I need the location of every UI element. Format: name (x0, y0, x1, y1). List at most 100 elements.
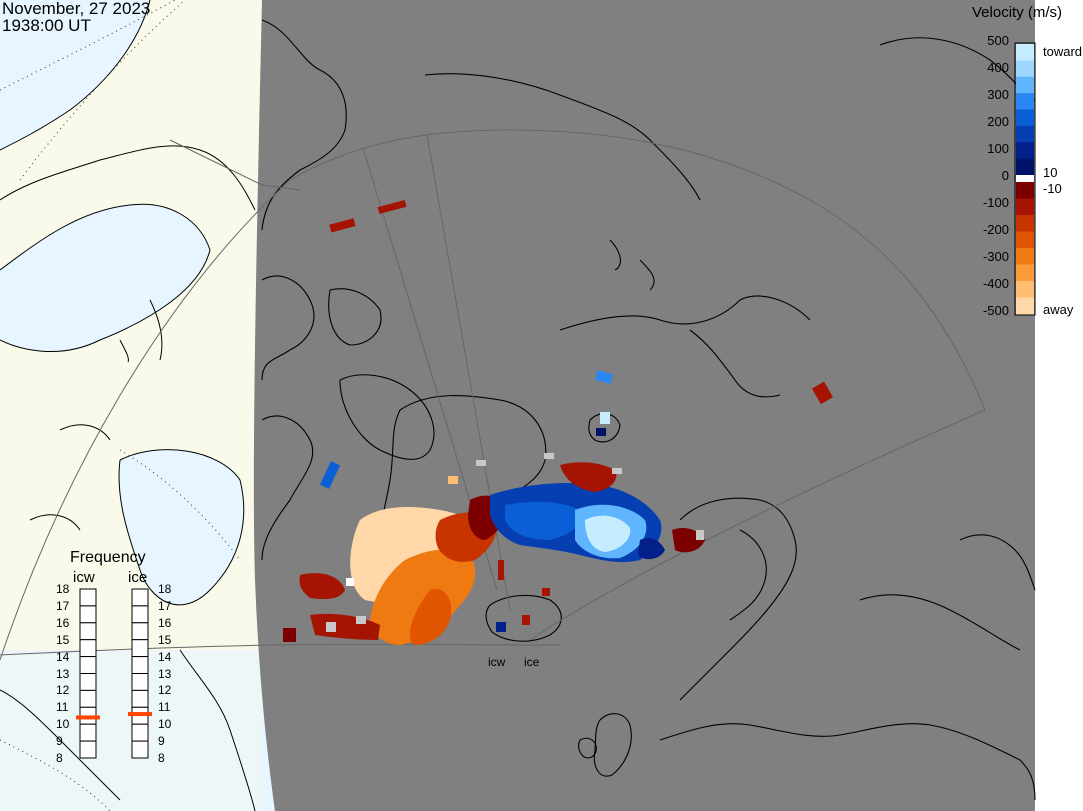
frequency-title: Frequency (70, 549, 146, 566)
frequency-scale-label: 14 (158, 649, 172, 664)
colorbar-away-segment (1016, 281, 1034, 298)
frequency-scale-box (79, 689, 97, 708)
frequency-scale-label: 11 (158, 700, 171, 715)
ground-scatter-cell (356, 616, 366, 624)
colorbar-toward-segment (1016, 93, 1034, 110)
right-margin (1035, 0, 1083, 811)
velocity-cell (319, 461, 341, 489)
ground-scatter-cell (326, 622, 336, 632)
frequency-scale-icw (79, 588, 97, 759)
colorbar-toward-segment (1016, 60, 1034, 78)
velocity-scale-title: Velocity (m/s) (972, 4, 1063, 21)
radar-label-ice: ice (524, 655, 540, 669)
time-label: 1938:00 UT (2, 16, 91, 35)
frequency-scale-label: 13 (56, 666, 70, 681)
velocity-away-label: away (1043, 302, 1074, 317)
colorbar-away-segment (1016, 248, 1034, 265)
radar-label-icw: icw (488, 655, 506, 669)
velocity-region-very-light-blue (585, 515, 631, 552)
frequency-scale-label: 15 (56, 632, 70, 647)
colorbar-away-segment (1016, 297, 1034, 315)
velocity-region-navy (638, 538, 665, 560)
frequency-scale-label: 18 (158, 582, 172, 596)
frequency-scale-label: 13 (158, 666, 172, 681)
frequency-scale-box (131, 622, 149, 641)
velocity-cell (346, 578, 354, 586)
frequency-scale-box (79, 622, 97, 641)
velocity-tick-label: 200 (987, 114, 1009, 129)
velocity-cells (283, 199, 834, 645)
colorbar-away-segment (1016, 215, 1034, 232)
frequency-scale-label: 9 (56, 734, 63, 749)
velocity-region-orange (370, 549, 476, 645)
day-coastlines (0, 0, 256, 811)
frequency-scale-box (131, 588, 149, 607)
colorbar-frame (1014, 42, 1036, 316)
velocity-cell (377, 199, 407, 214)
velocity-tick-label: 400 (987, 60, 1009, 75)
velocity-tick-label: -100 (982, 195, 1009, 210)
frequency-scale-box (131, 639, 149, 658)
velocity-tick-label: -400 (982, 276, 1009, 291)
lat-lon-grid-day (0, 0, 241, 811)
velocity-tick-label: -300 (982, 249, 1009, 264)
frequency-panel (76, 588, 152, 759)
colorbar-toward-segment (1016, 125, 1034, 143)
frequency-scale-label: 10 (56, 717, 70, 732)
frequency-scale-box (131, 605, 149, 624)
date-label: November, 27 2023 (2, 0, 151, 18)
velocity-cell (600, 412, 610, 424)
frequency-scale-label: 8 (56, 751, 63, 765)
velocity-tick-label: -200 (982, 222, 1009, 237)
day-ocean-1 (0, 204, 210, 352)
colorbar-away-segment (1016, 231, 1034, 249)
frequency-scale-ice (131, 588, 149, 759)
velocity-cell (329, 218, 356, 233)
colorbar-zero-segment (1016, 175, 1034, 182)
velocity-tick-label: 100 (987, 141, 1009, 156)
colorbar-toward-segment (1016, 44, 1034, 61)
frequency-scale-box (131, 656, 149, 674)
ground-scatter-cell (696, 530, 704, 540)
day-ocean-pacific (0, 0, 150, 150)
frequency-scale-box (131, 723, 149, 742)
frequency-scale-box (79, 673, 97, 691)
velocity-colorbar (1014, 42, 1036, 316)
frequency-scale-box (131, 689, 149, 708)
velocity-cell (596, 428, 606, 436)
frequency-scale-box (79, 639, 97, 658)
colorbar-away-segment (1016, 182, 1034, 199)
day-ocean-south (0, 650, 262, 811)
velocity-cell (496, 622, 506, 632)
day-ocean-hudson-bay (119, 449, 244, 605)
frequency-marker-ice (128, 712, 152, 717)
frequency-scale-label: 16 (158, 615, 172, 630)
frequency-scale-box (79, 740, 97, 759)
night-coastlines (261, 19, 1036, 801)
ground-scatter-cell (544, 453, 554, 459)
frequency-scale-label: 17 (158, 598, 172, 613)
frequency-scale-label: 14 (56, 649, 70, 664)
daylight-land (0, 0, 262, 811)
frequency-scale-label: 8 (158, 751, 165, 765)
velocity-cell (542, 588, 550, 596)
frequency-scale-box (79, 656, 97, 674)
frequency-scale-label: 17 (56, 598, 70, 613)
velocity-cell (498, 560, 504, 580)
colorbar-toward-segment (1016, 158, 1034, 176)
velocity-cell (522, 615, 530, 625)
velocity-cell (594, 370, 614, 384)
frequency-column-ice: ice (128, 569, 148, 586)
velocity-cell (283, 628, 296, 642)
velocity-tick-label: 0 (1001, 168, 1009, 183)
velocity-tick-label: -500 (982, 303, 1009, 318)
velocity-cell (448, 476, 458, 484)
colorbar-toward-segment (1016, 76, 1034, 94)
frequency-scale-box (131, 673, 149, 691)
colorbar-away-segment (1016, 264, 1034, 282)
frequency-scale-label: 9 (158, 734, 165, 749)
velocity-tick-label: 500 (987, 33, 1009, 48)
ground-scatter-cell (612, 468, 622, 474)
velocity-tick-label: 10 (1043, 165, 1058, 180)
